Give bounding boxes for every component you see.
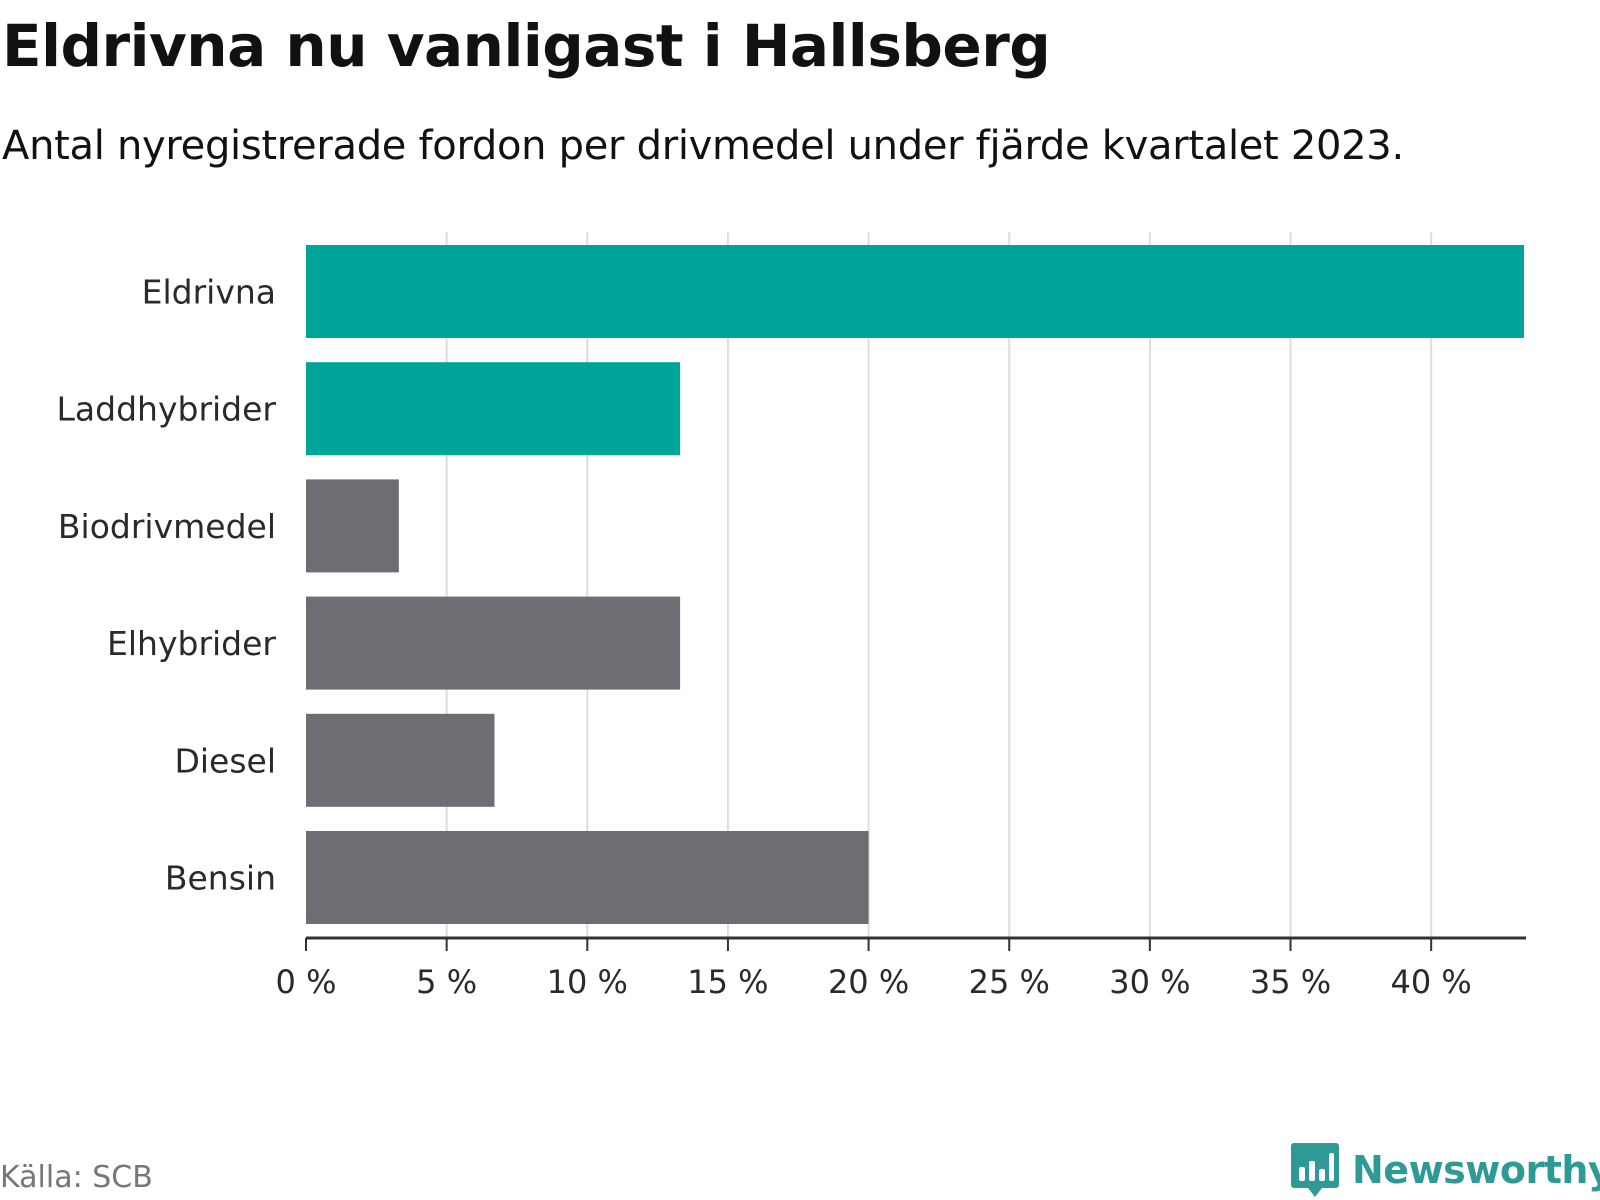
- brand-name: Newsworthy: [1352, 1148, 1600, 1192]
- x-tick-label-35: 35 %: [1250, 963, 1331, 1001]
- bar-elhybrider: [306, 596, 681, 690]
- x-tick-label-15: 15 %: [687, 963, 768, 1001]
- brand-logo: Newsworthy: [1290, 1140, 1600, 1200]
- x-tick-label-20: 20 %: [828, 963, 909, 1001]
- source-note: Källa: SCB: [0, 1160, 153, 1195]
- category-label-laddhybrider: Laddhybrider: [57, 390, 277, 429]
- x-tick-label-30: 30 %: [1109, 963, 1190, 1001]
- x-axis: 0 % 5 % 10 % 15 % 20 % 25 % 30 % 35 % 40 %: [276, 936, 1526, 1001]
- category-labels: Eldrivna Laddhybrider Biodrivmedel Elhybrid…: [57, 273, 277, 898]
- category-label-eldrivna: Eldrivna: [142, 273, 276, 312]
- bar-biodrivmedel: [306, 479, 399, 573]
- x-tick-label-40: 40 %: [1391, 963, 1472, 1001]
- x-tick-label-5: 5 %: [416, 963, 477, 1001]
- category-label-diesel: Diesel: [174, 741, 276, 780]
- x-tick-label-0: 0 %: [276, 963, 337, 1001]
- bar-eldrivna: [306, 245, 1524, 338]
- chart-subtitle: Antal nyregistrerade fordon per drivmede…: [2, 123, 1404, 169]
- category-label-bensin: Bensin: [165, 859, 276, 898]
- chart-title: Eldrivna nu vanligast i Hallsberg: [2, 12, 1051, 80]
- x-tick-label-25: 25 %: [969, 963, 1050, 1001]
- bar-diesel: [306, 713, 495, 807]
- bar-laddhybrider: [306, 362, 681, 456]
- category-label-elhybrider: Elhybrider: [107, 624, 276, 663]
- category-label-biodrivmedel: Biodrivmedel: [58, 507, 276, 546]
- grid-lines: [445, 232, 1433, 938]
- newsworthy-logo-icon: [1291, 1143, 1339, 1197]
- bar-bensin: [306, 831, 869, 924]
- bars: [306, 245, 1524, 924]
- x-tick-label-10: 10 %: [547, 963, 628, 1001]
